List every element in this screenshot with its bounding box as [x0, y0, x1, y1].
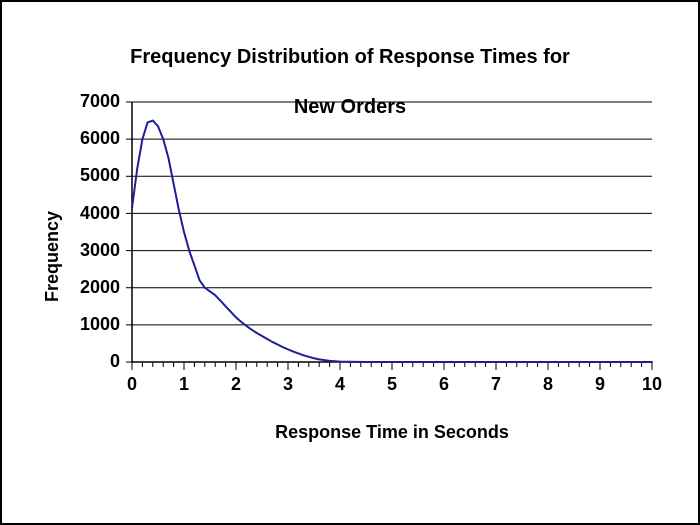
y-tick-label: 5000 [80, 165, 120, 186]
x-tick-label: 5 [382, 374, 402, 395]
x-axis-title: Response Time in Seconds [132, 422, 652, 443]
y-tick-label: 1000 [80, 314, 120, 335]
x-tick-label: 4 [330, 374, 350, 395]
y-tick-label: 2000 [80, 277, 120, 298]
x-tick-label: 9 [590, 374, 610, 395]
chart-title-line1: Frequency Distribution of Response Times… [130, 46, 570, 68]
chart-plot-area [122, 92, 662, 382]
x-tick-label: 1 [174, 374, 194, 395]
x-tick-label: 3 [278, 374, 298, 395]
y-tick-label: 6000 [80, 128, 120, 149]
chart-container: Frequency Distribution of Response Times… [0, 0, 700, 525]
y-axis-title: Frequency [42, 211, 63, 302]
x-tick-label: 8 [538, 374, 558, 395]
y-tick-label: 4000 [80, 203, 120, 224]
x-tick-label: 2 [226, 374, 246, 395]
x-tick-label: 0 [122, 374, 142, 395]
y-tick-label: 3000 [80, 240, 120, 261]
y-tick-label: 7000 [80, 91, 120, 112]
y-tick-label: 0 [110, 351, 120, 372]
x-tick-label: 10 [642, 374, 662, 395]
x-tick-label: 7 [486, 374, 506, 395]
x-tick-label: 6 [434, 374, 454, 395]
